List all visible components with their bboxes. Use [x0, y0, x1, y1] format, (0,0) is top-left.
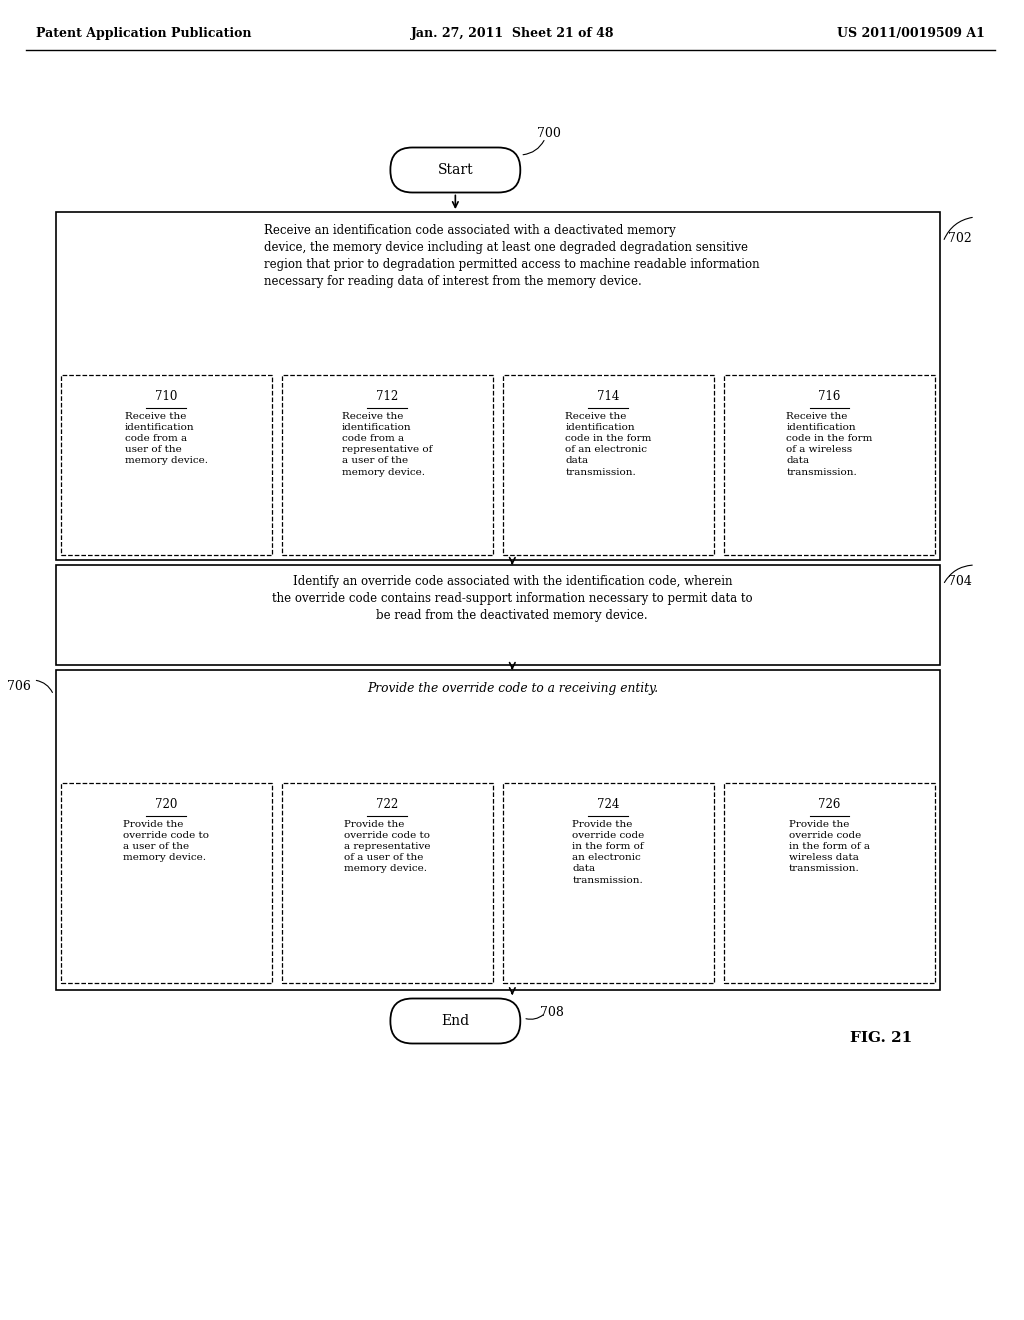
Text: Patent Application Publication: Patent Application Publication — [36, 26, 251, 40]
Text: Receive the
identification
code from a
user of the
memory device.: Receive the identification code from a u… — [125, 412, 208, 466]
Text: Start: Start — [437, 162, 473, 177]
Text: 700: 700 — [538, 127, 561, 140]
Bar — [55, 213, 940, 560]
Text: 706: 706 — [7, 680, 31, 693]
Text: 714: 714 — [597, 389, 620, 403]
Text: Provide the override code to a receiving entity.: Provide the override code to a receiving… — [367, 682, 657, 696]
Text: 712: 712 — [376, 389, 398, 403]
Text: Receive the
identification
code in the form
of an electronic
data
transmission.: Receive the identification code in the f… — [565, 412, 651, 477]
Text: Provide the
override code
in the form of a
wireless data
transmission.: Provide the override code in the form of… — [790, 820, 870, 874]
Text: 704: 704 — [948, 576, 972, 587]
Bar — [503, 783, 714, 983]
Text: 724: 724 — [597, 799, 620, 810]
Text: Identify an override code associated with the identification code, wherein
the o: Identify an override code associated wit… — [272, 576, 753, 622]
Text: Provide the
override code to
a user of the
memory device.: Provide the override code to a user of t… — [123, 820, 209, 862]
Text: Receive the
identification
code from a
representative of
a user of the
memory de: Receive the identification code from a r… — [342, 412, 432, 477]
Bar — [282, 375, 493, 554]
Text: 726: 726 — [818, 799, 841, 810]
Text: End: End — [441, 1014, 469, 1028]
FancyBboxPatch shape — [390, 148, 520, 193]
Bar — [55, 671, 940, 990]
Text: US 2011/0019509 A1: US 2011/0019509 A1 — [838, 26, 985, 40]
Text: Provide the
override code to
a representative
of a user of the
memory device.: Provide the override code to a represent… — [344, 820, 430, 874]
Text: Provide the
override code
in the form of
an electronic
data
transmission.: Provide the override code in the form of… — [572, 820, 644, 884]
Text: 720: 720 — [155, 799, 177, 810]
Bar — [282, 783, 493, 983]
Text: 716: 716 — [818, 389, 841, 403]
Bar — [60, 783, 271, 983]
Bar — [724, 375, 935, 554]
Text: 710: 710 — [155, 389, 177, 403]
Text: 708: 708 — [541, 1006, 564, 1019]
Bar — [60, 375, 271, 554]
Text: Receive the
identification
code in the form
of a wireless
data
transmission.: Receive the identification code in the f… — [786, 412, 872, 477]
Text: Receive an identification code associated with a deactivated memory
device, the : Receive an identification code associate… — [264, 224, 760, 288]
Bar — [724, 783, 935, 983]
Text: Jan. 27, 2011  Sheet 21 of 48: Jan. 27, 2011 Sheet 21 of 48 — [411, 26, 614, 40]
Text: 702: 702 — [948, 232, 972, 246]
Text: FIG. 21: FIG. 21 — [850, 1031, 912, 1045]
Bar — [55, 565, 940, 665]
FancyBboxPatch shape — [390, 998, 520, 1044]
Bar — [503, 375, 714, 554]
Text: 722: 722 — [376, 799, 398, 810]
